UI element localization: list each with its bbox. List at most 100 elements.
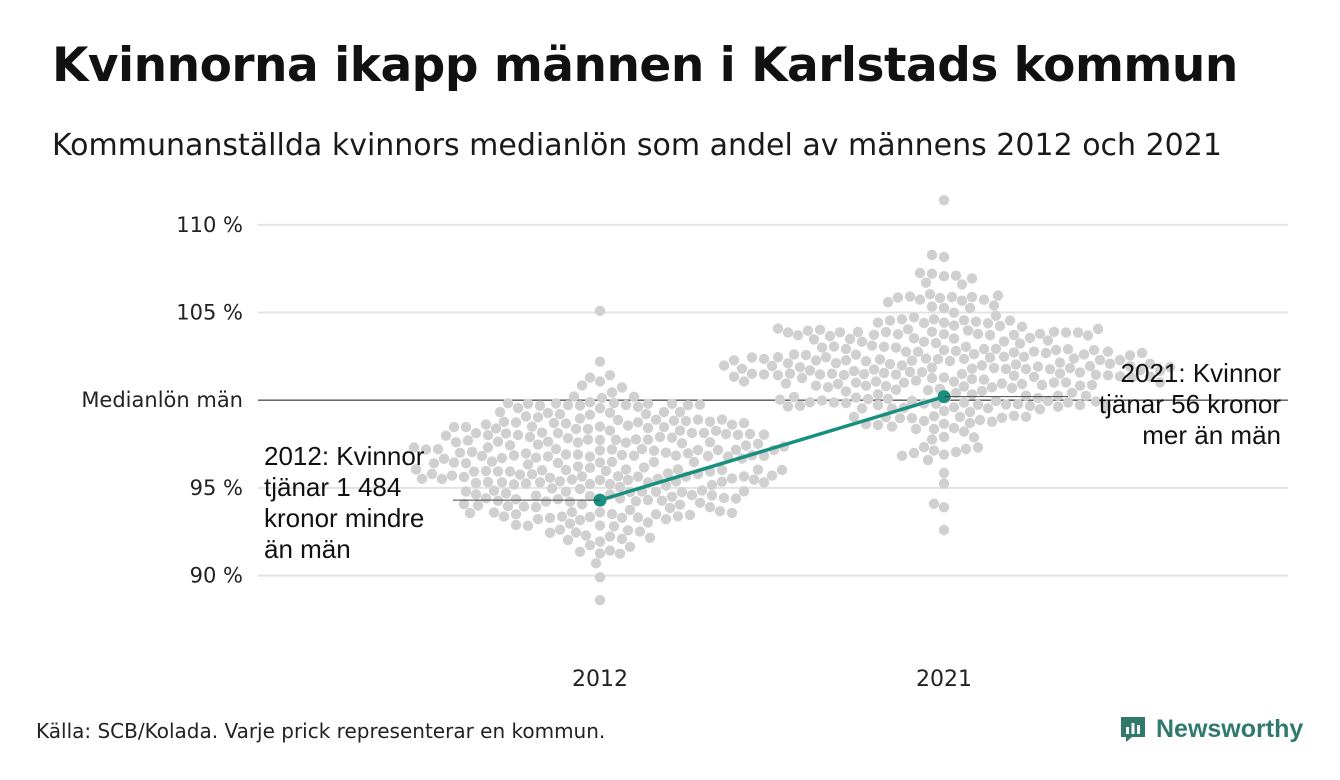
beeswarm-dot [642, 434, 654, 445]
beeswarm-dot [1020, 411, 1032, 422]
beeswarm-dot [604, 407, 616, 418]
beeswarm-dot [632, 401, 644, 412]
beeswarm-dot [1136, 347, 1148, 359]
beeswarm-dot [726, 507, 738, 519]
beeswarm-dot [608, 521, 620, 532]
beeswarm-dot [480, 419, 492, 430]
beeswarm-dot [502, 398, 514, 409]
beeswarm-dot [564, 518, 576, 529]
beeswarm-dot [906, 395, 918, 407]
beeswarm-dot [628, 391, 640, 402]
beeswarm-dot [752, 438, 764, 449]
beeswarm-dot [464, 507, 476, 519]
beeswarm-dot [620, 464, 632, 475]
beeswarm-dot [606, 444, 618, 455]
beeswarm-dot [1066, 387, 1078, 398]
beeswarm-dot [938, 251, 950, 263]
beeswarm-dot [740, 440, 752, 451]
beeswarm-dot [784, 368, 796, 379]
beeswarm-dot [666, 491, 678, 502]
beeswarm-dot [518, 501, 530, 512]
beeswarm-dot [448, 457, 460, 468]
beeswarm-dot [948, 402, 960, 413]
beeswarm-dot [494, 406, 506, 418]
beeswarm-dot [564, 496, 576, 507]
beeswarm-dot [660, 514, 672, 525]
beeswarm-dot [606, 456, 618, 468]
beeswarm-dot [968, 348, 980, 360]
beeswarm-dot [628, 450, 640, 461]
beeswarm-dot [660, 447, 672, 458]
beeswarm-dot [458, 471, 470, 483]
beeswarm-dot [1094, 354, 1106, 366]
beeswarm-dots [408, 195, 1176, 606]
beeswarm-dot [992, 290, 1004, 301]
beeswarm-dot [968, 432, 980, 443]
beeswarm-dot [510, 417, 522, 428]
beeswarm-dot [1024, 332, 1036, 344]
beeswarm-dot [830, 358, 842, 369]
beeswarm-chart: 90 % 95 % Medianlön män 105 % 110 % 2012 2021… [81, 195, 1288, 692]
beeswarm-dot [480, 465, 492, 477]
annotation-line: tjänar 1 484 [264, 472, 401, 502]
beeswarm-dot [498, 416, 510, 427]
beeswarm-dot [926, 249, 938, 261]
beeswarm-dot [482, 442, 494, 453]
beeswarm-dot [1008, 370, 1020, 381]
y-tick-label: 105 % [176, 301, 243, 325]
beeswarm-dot [978, 294, 990, 305]
beeswarm-dot [470, 489, 482, 500]
beeswarm-dot [582, 434, 594, 445]
beeswarm-dot [788, 349, 800, 360]
beeswarm-dot [460, 458, 472, 469]
annotation-line: än män [264, 534, 351, 564]
beeswarm-dot [928, 498, 940, 509]
beeswarm-dot [604, 545, 616, 556]
beeswarm-dot [780, 378, 792, 389]
beeswarm-dot [490, 423, 502, 434]
beeswarm-dot [926, 326, 938, 337]
beeswarm-dot [580, 530, 592, 541]
beeswarm-dot [608, 397, 620, 409]
brand-logo: Newsworthy [1118, 714, 1303, 744]
beeswarm-dot [594, 572, 606, 583]
beeswarm-dot [550, 443, 562, 455]
beeswarm-dot [574, 546, 586, 557]
beeswarm-dot [1134, 365, 1146, 376]
beeswarm-dot [1008, 347, 1020, 358]
beeswarm-dot [738, 376, 750, 387]
beeswarm-dot [658, 421, 670, 433]
beeswarm-dot [686, 427, 698, 439]
beeswarm-dot [988, 300, 1000, 311]
beeswarm-dot [966, 389, 978, 400]
beeswarm-dot [788, 391, 800, 403]
beeswarm-dot [758, 353, 770, 365]
beeswarm-dot [880, 326, 892, 338]
beeswarm-dot [904, 366, 916, 378]
beeswarm-dot [638, 462, 650, 473]
beeswarm-dot [702, 450, 714, 462]
beeswarm-dot [550, 398, 562, 409]
beeswarm-dot [730, 444, 742, 455]
beeswarm-dot [800, 349, 812, 361]
beeswarm-dot [620, 437, 632, 448]
beeswarm-dot [532, 439, 544, 450]
beeswarm-dot [594, 403, 606, 414]
beeswarm-dot [748, 474, 760, 485]
beeswarm-dot [872, 389, 884, 400]
beeswarm-dot [964, 417, 976, 429]
beeswarm-dot [1006, 382, 1018, 394]
beeswarm-dot [614, 481, 626, 493]
annotation-line: mer än män [1142, 420, 1281, 450]
beeswarm-dot [560, 449, 572, 460]
beeswarm-dot [508, 450, 520, 461]
beeswarm-dot [522, 520, 534, 531]
beeswarm-dot [926, 362, 938, 373]
beeswarm-dot [450, 437, 462, 448]
beeswarm-dot [860, 380, 872, 391]
beeswarm-dot [850, 392, 862, 403]
beeswarm-dot [542, 436, 554, 447]
beeswarm-dot [408, 442, 420, 453]
beeswarm-dot [576, 380, 588, 391]
beeswarm-dot [938, 195, 950, 206]
